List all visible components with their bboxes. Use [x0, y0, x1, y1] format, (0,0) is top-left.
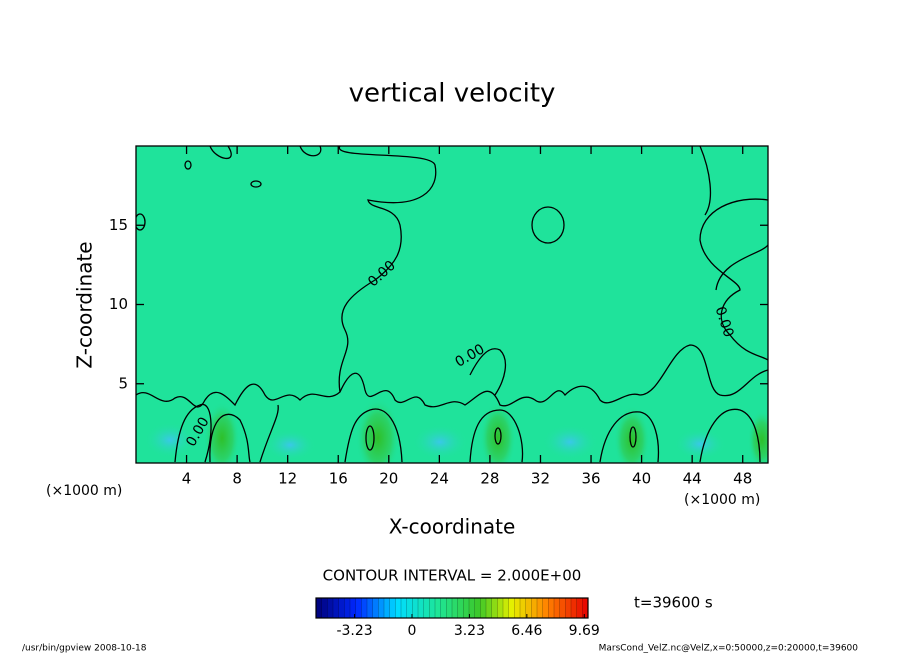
- x-tick-label: 36: [581, 470, 600, 488]
- colorbar-cell: [508, 598, 515, 618]
- colorbar-cell: [554, 598, 561, 618]
- colorbar-tick-label: 9.69: [569, 623, 600, 639]
- y-tick-label: 5: [118, 374, 128, 392]
- y-axis-label: Z-coordinate: [73, 241, 97, 368]
- colorbar-cell: [384, 598, 391, 618]
- x-axis-label: X-coordinate: [389, 515, 516, 539]
- colorbar-cell: [565, 598, 572, 618]
- colorbar-cell: [361, 598, 368, 618]
- colorbar-cell: [395, 598, 402, 618]
- colorbar-cell: [406, 598, 413, 618]
- x-tick-label: 44: [683, 470, 702, 488]
- colorbar-cell: [497, 598, 504, 618]
- colorbar-cell: [435, 598, 442, 618]
- colorbar-cell: [559, 598, 566, 618]
- y-tick-label: 10: [109, 295, 128, 313]
- colorbar-cell: [582, 598, 589, 618]
- colorbar-tick-label: 0: [408, 623, 417, 639]
- colorbar-cell: [321, 598, 328, 618]
- colorbar-cell: [429, 598, 436, 618]
- x-tick-label: 20: [379, 470, 398, 488]
- colorbar-cell: [350, 598, 357, 618]
- colorbar-cell: [525, 598, 532, 618]
- x-unit-left: (×1000 m): [46, 483, 122, 499]
- colorbar-cell: [316, 598, 323, 618]
- colorbar-cell: [576, 598, 583, 618]
- colorbar-cell: [327, 598, 334, 618]
- colorbar-cell: [457, 598, 464, 618]
- colorbar-cell: [423, 598, 430, 618]
- colorbar-cell: [503, 598, 510, 618]
- colorbar-cell: [548, 598, 555, 618]
- footer-left: /usr/bin/gpview 2008-10-18: [22, 644, 147, 654]
- x-tick-label: 16: [329, 470, 348, 488]
- colorbar-cell: [486, 598, 493, 618]
- colorbar-cell: [520, 598, 527, 618]
- chart-title: vertical velocity: [349, 79, 556, 109]
- colorbar-tick-label: -3.23: [336, 623, 372, 639]
- colorbar-cell: [571, 598, 578, 618]
- colorbar-cell: [367, 598, 374, 618]
- colorbar-cell: [542, 598, 549, 618]
- time-label: t=39600 s: [634, 594, 713, 612]
- colorbar-cell: [418, 598, 425, 618]
- colorbar-cell: [412, 598, 419, 618]
- colorbar-cell: [401, 598, 408, 618]
- colorbar-cell: [480, 598, 487, 618]
- colorbar-cell: [474, 598, 481, 618]
- colorbar-cell: [378, 598, 385, 618]
- colorbar-cell: [452, 598, 459, 618]
- colorbar-cell: [514, 598, 521, 618]
- footer-right: MarsCond_VelZ.nc@VelZ,x=0:50000,z=0:2000…: [599, 644, 859, 654]
- colorbar-cell: [344, 598, 351, 618]
- colorbar-cell: [537, 598, 544, 618]
- field: [136, 146, 768, 463]
- colorbar-cell: [491, 598, 498, 618]
- x-unit-right: (×1000 m): [684, 492, 760, 508]
- x-tick-label: 48: [733, 470, 752, 488]
- colorbar-cell: [469, 598, 476, 618]
- colorbar-cell: [333, 598, 340, 618]
- x-tick-label: 32: [531, 470, 550, 488]
- x-tick-label: 24: [430, 470, 449, 488]
- colorbar-cell: [355, 598, 362, 618]
- x-tick-label: 8: [232, 470, 242, 488]
- colorbar-cell: [372, 598, 379, 618]
- contour-interval: CONTOUR INTERVAL = 2.000E+00: [323, 567, 582, 585]
- colorbar-cell: [531, 598, 538, 618]
- colorbar-cell: [389, 598, 396, 618]
- x-tick-label: 12: [278, 470, 297, 488]
- colorbar-cell: [463, 598, 470, 618]
- colorbar-cell: [440, 598, 447, 618]
- x-tick-label: 40: [632, 470, 651, 488]
- colorbar-cell: [338, 598, 345, 618]
- x-tick-label: 4: [182, 470, 192, 488]
- colorbar-cell: [446, 598, 453, 618]
- colorbar-tick-label: 3.23: [454, 623, 485, 639]
- x-tick-label: 28: [480, 470, 499, 488]
- colorbar-frame: [315, 597, 589, 619]
- colorbar-tick-label: 6.46: [511, 623, 542, 639]
- y-tick-label: 15: [109, 216, 128, 234]
